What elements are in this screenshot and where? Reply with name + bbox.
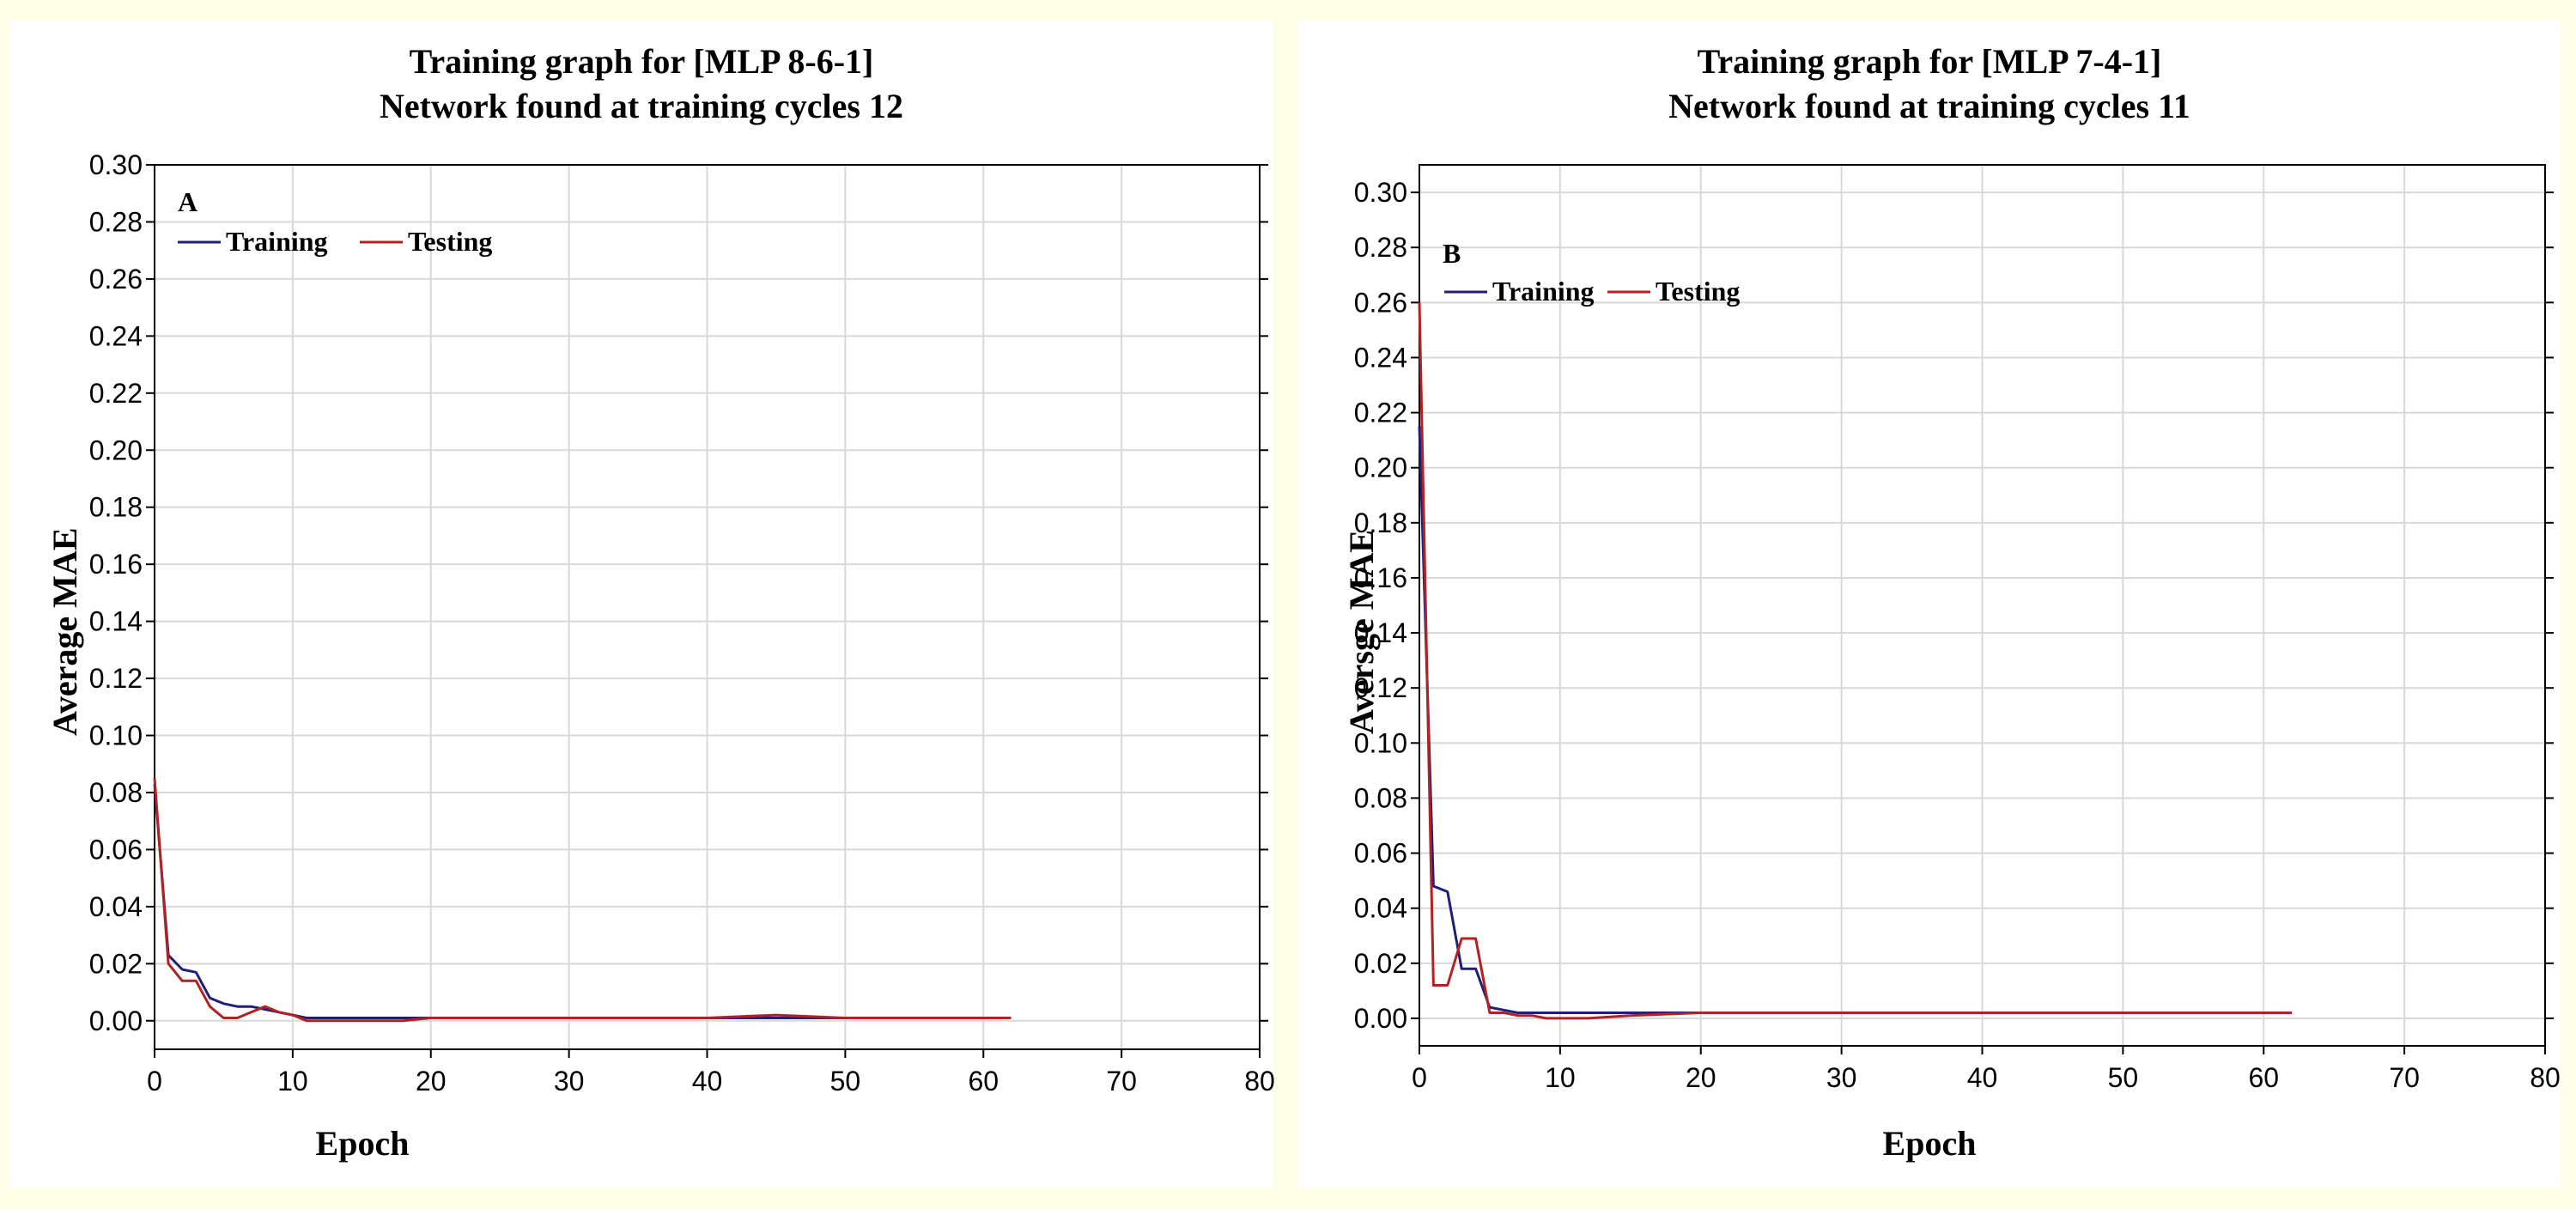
legend-label-training: Training (226, 226, 328, 257)
legend-label-testing: Testing (408, 226, 492, 257)
y-tick-label: 0.02 (1354, 948, 1407, 979)
x-tick-label: 10 (1545, 1062, 1576, 1093)
y-tick-label: 0.30 (89, 149, 143, 180)
series-line-training (1418, 426, 1954, 1014)
x-tick-label: 0 (147, 1066, 162, 1097)
x-tick-label: 40 (1967, 1062, 1998, 1093)
x-tick-label: 0 (1412, 1062, 1427, 1093)
y-tick-label: 0.26 (89, 264, 143, 295)
chart-subtitle: Network found at training cycles 11 (1668, 87, 2190, 125)
y-tick-label: 0.20 (1354, 453, 1407, 483)
y-tick-label: 0.00 (1354, 1003, 1407, 1034)
y-tick-label: 0.28 (1354, 232, 1407, 263)
y-tick-label: 0.16 (89, 549, 143, 580)
chart-subtitle: Network found at training cycles 12 (380, 87, 903, 125)
chart-panel-a: Training graph for [MLP 8-6-1] Network f… (10, 21, 1275, 1188)
y-tick-label: 0.30 (1354, 177, 1407, 208)
series-line-testing (153, 778, 1012, 1023)
x-axis-label: Epoch (315, 1124, 410, 1163)
panel-letter: A (178, 186, 197, 217)
chart-title: Training graph for [MLP 8-6-1] (409, 42, 874, 81)
x-tick-label: 40 (692, 1066, 723, 1097)
y-tick-label: 0.26 (1354, 287, 1407, 318)
y-tick-label: 0.06 (89, 834, 143, 865)
y-tick-label: 0.06 (1354, 838, 1407, 869)
y-tick-label: 0.20 (89, 434, 143, 465)
x-tick-label: 20 (416, 1066, 447, 1097)
y-tick-label: 0.02 (89, 948, 143, 979)
legend-label-training: Training (1492, 276, 1595, 307)
y-tick-label: 0.22 (1354, 398, 1407, 428)
panel-letter: B (1443, 238, 1461, 269)
legend-label-testing: Testing (1656, 276, 1740, 307)
x-tick-label: 50 (2108, 1062, 2139, 1093)
y-tick-label: 0.10 (1354, 727, 1407, 758)
x-axis-label: Epoch (1882, 1124, 1977, 1163)
chart-title: Training graph for [MLP 7-4-1] (1697, 42, 2162, 81)
y-tick-label: 0.24 (89, 320, 143, 351)
chart-panel-b: Training graph for [MLP 7-4-1] Network f… (1298, 21, 2561, 1188)
y-tick-label: 0.12 (89, 663, 143, 694)
y-tick-label: 0.08 (89, 777, 143, 808)
y-tick-label: 0.18 (1354, 507, 1407, 538)
x-tick-label: 80 (2530, 1062, 2561, 1093)
y-tick-label: 0.10 (89, 720, 143, 751)
y-axis-label: Aversge MAE (1342, 529, 1381, 734)
y-tick-label: 0.18 (89, 492, 143, 523)
y-tick-label: 0.04 (1354, 893, 1407, 924)
x-tick-label: 20 (1686, 1062, 1716, 1093)
series-line-testing (1418, 302, 2292, 1020)
y-tick-label: 0.28 (89, 206, 143, 237)
y-tick-label: 0.14 (1354, 617, 1407, 648)
series-line-training (153, 783, 1012, 1019)
y-tick-label: 0.24 (1354, 342, 1407, 373)
x-tick-label: 50 (830, 1066, 861, 1097)
x-tick-label: 10 (277, 1066, 308, 1097)
x-tick-label: 60 (968, 1066, 999, 1097)
y-tick-label: 0.22 (89, 378, 143, 409)
y-tick-label: 0.16 (1354, 562, 1407, 593)
y-tick-label: 0.12 (1354, 672, 1407, 703)
x-tick-label: 70 (1106, 1066, 1137, 1097)
x-tick-label: 60 (2248, 1062, 2279, 1093)
y-tick-label: 0.04 (89, 891, 143, 922)
x-tick-label: 70 (2389, 1062, 2420, 1093)
x-tick-label: 80 (1244, 1066, 1275, 1097)
y-tick-label: 0.08 (1354, 782, 1407, 813)
y-tick-label: 0.14 (89, 606, 143, 637)
chart-plot-b: 0 10 20 30 40 50 60 70 80 0.00 0.02 0.04 0.06 0.08 0.1… (1354, 164, 2561, 1093)
chart-plot-a: 0 10 20 30 40 50 60 70 80 0.00 0.02 0.04 0.06 0.08 0.1… (89, 149, 1275, 1097)
y-tick-label: 0.00 (89, 1005, 143, 1036)
y-axis-label: Average MAE (46, 527, 84, 737)
x-tick-label: 30 (1826, 1062, 1857, 1093)
x-tick-label: 30 (554, 1066, 585, 1097)
